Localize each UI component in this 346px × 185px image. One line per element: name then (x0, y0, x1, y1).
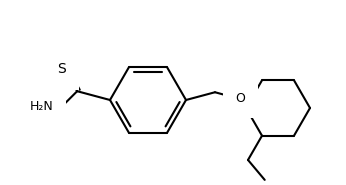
Text: O: O (235, 92, 245, 105)
Text: S: S (57, 62, 65, 76)
Text: H₂N: H₂N (30, 100, 53, 114)
